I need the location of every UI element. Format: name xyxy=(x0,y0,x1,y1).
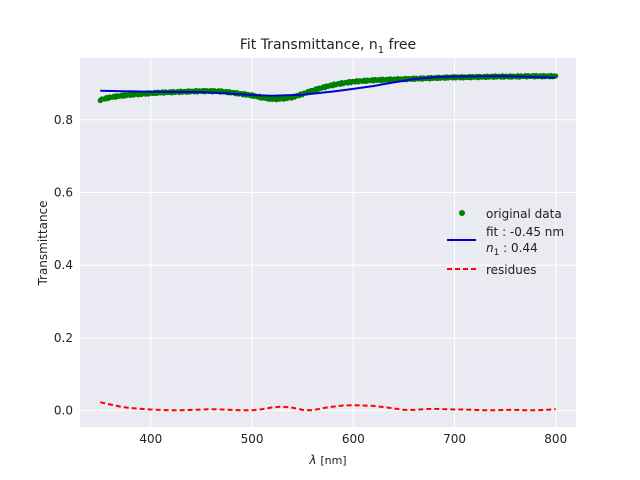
y-tick-label: 0.0 xyxy=(54,404,73,418)
grid xyxy=(80,58,576,427)
y-tick-label: 0.8 xyxy=(54,113,73,127)
legend: original data fit : -0.45 nm n1 : 0.44 r… xyxy=(447,207,564,277)
chart-title: Fit Transmittance, n1 free xyxy=(240,37,416,56)
y-tick-label: 0.6 xyxy=(54,186,73,200)
x-axis-label: λ [nm] xyxy=(308,453,346,467)
y-axis-ticks: 0.0 0.2 0.4 0.6 0.8 xyxy=(54,113,73,418)
series-residues-line xyxy=(100,401,556,412)
legend-label-residues: residues xyxy=(486,263,537,277)
x-tick-label: 700 xyxy=(443,432,466,446)
legend-label-fit-n1: n1 : 0.44 xyxy=(486,241,538,258)
legend-label-fit: fit : -0.45 nm xyxy=(486,225,564,239)
y-tick-label: 0.2 xyxy=(54,331,73,345)
legend-marker-original-data xyxy=(459,210,465,216)
series-fit-line xyxy=(100,75,556,97)
legend-label-original-data: original data xyxy=(486,207,562,221)
y-axis-label: Transmittance xyxy=(36,200,50,286)
series-layer xyxy=(97,72,559,412)
y-tick-label: 0.4 xyxy=(54,258,73,272)
x-tick-label: 500 xyxy=(241,432,264,446)
x-tick-label: 800 xyxy=(544,432,567,446)
x-tick-label: 400 xyxy=(139,432,162,446)
x-tick-label: 600 xyxy=(342,432,365,446)
x-axis-ticks: 400 500 600 700 800 xyxy=(139,432,567,446)
